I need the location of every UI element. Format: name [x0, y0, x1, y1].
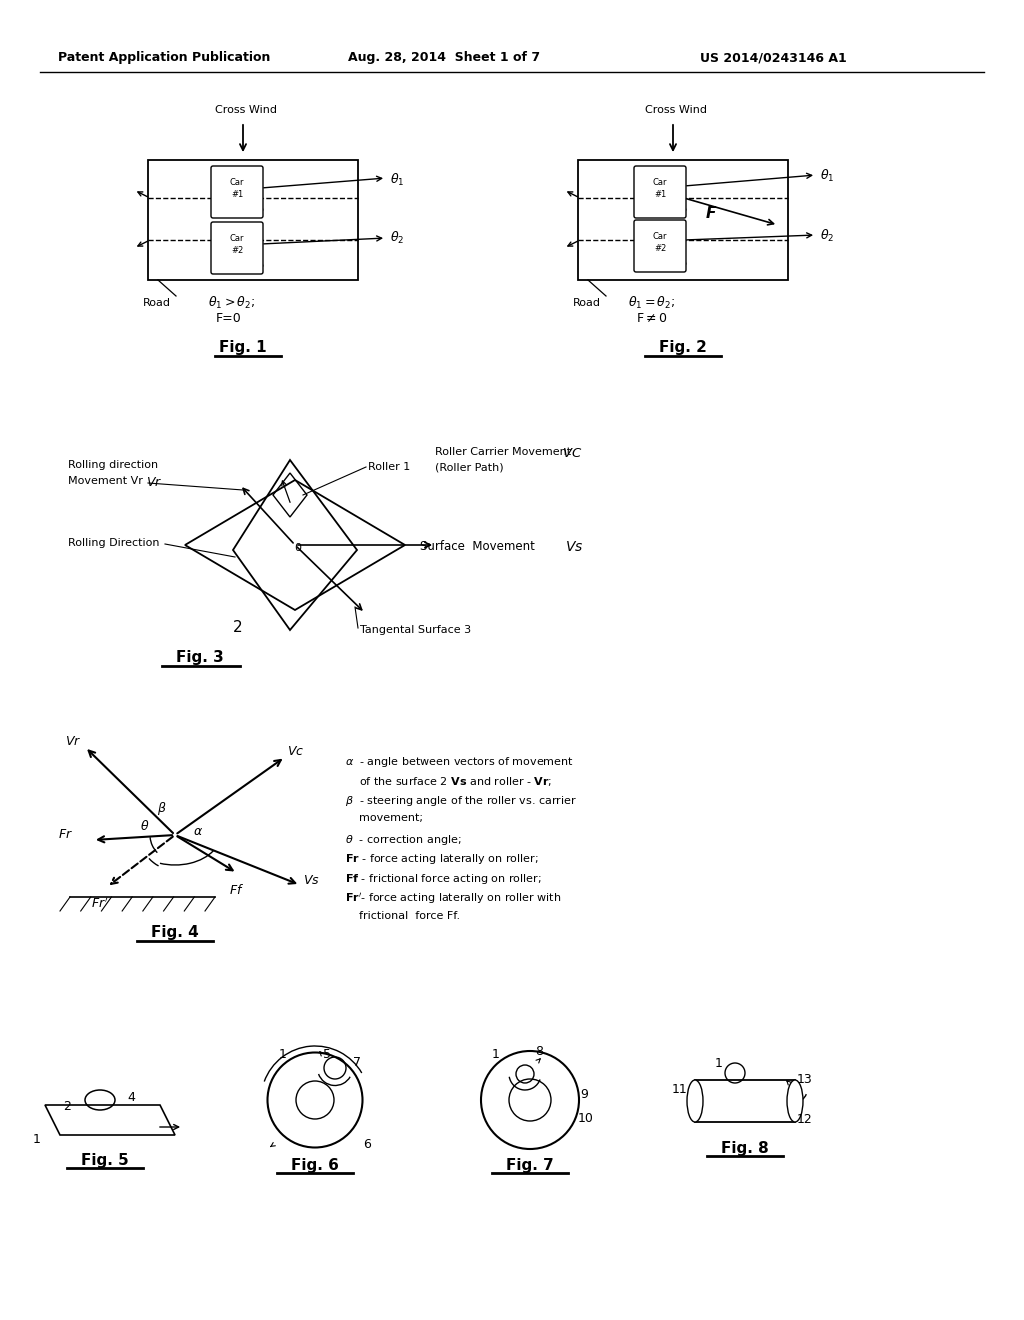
- Text: 8: 8: [535, 1045, 543, 1059]
- Text: Patent Application Publication: Patent Application Publication: [58, 51, 270, 65]
- Text: Tangental Surface 3: Tangental Surface 3: [360, 624, 471, 635]
- Text: Car: Car: [229, 234, 245, 243]
- Text: (Roller Path): (Roller Path): [435, 463, 504, 473]
- Text: $\theta_2$: $\theta_2$: [820, 228, 835, 244]
- Text: Car: Car: [652, 232, 668, 242]
- FancyBboxPatch shape: [211, 166, 263, 218]
- Text: $\mathit{Vr}$: $\mathit{Vr}$: [146, 477, 163, 488]
- Text: of the surface 2 $\mathbf{Vs}$ and roller - $\mathbf{Vr}$;: of the surface 2 $\mathbf{Vs}$ and rolle…: [345, 775, 552, 788]
- Text: $\beta$: $\beta$: [157, 800, 167, 817]
- Text: $\mathit{\beta}$  - steering angle of the roller vs. carrier: $\mathit{\beta}$ - steering angle of the…: [345, 795, 577, 808]
- Text: movement;: movement;: [345, 813, 423, 824]
- Text: $\mathit{\theta}$  - correction angle;: $\mathit{\theta}$ - correction angle;: [345, 833, 462, 847]
- Text: 2: 2: [63, 1100, 71, 1113]
- Text: $\mathit{Ff}$: $\mathit{Ff}$: [229, 883, 245, 898]
- Text: #1: #1: [230, 190, 243, 199]
- FancyBboxPatch shape: [634, 166, 686, 218]
- Text: $\mathbf{Fr}$ - force acting laterally on roller;: $\mathbf{Fr}$ - force acting laterally o…: [345, 853, 539, 866]
- Text: Car: Car: [229, 178, 245, 187]
- Text: Fig. 5: Fig. 5: [81, 1152, 129, 1168]
- Text: $\theta_2$: $\theta_2$: [390, 230, 404, 246]
- Text: 10: 10: [578, 1111, 594, 1125]
- Ellipse shape: [687, 1080, 703, 1122]
- Text: $\mathit{Vr}$: $\mathit{Vr}$: [65, 735, 81, 748]
- Text: Fig. 8: Fig. 8: [721, 1140, 769, 1156]
- Text: Car: Car: [652, 178, 668, 187]
- Text: #2: #2: [654, 244, 667, 253]
- Text: Road: Road: [143, 298, 171, 308]
- Text: $\mathbf{Fr'}$- force acting laterally on roller with: $\mathbf{Fr'}$- force acting laterally o…: [345, 891, 561, 907]
- FancyBboxPatch shape: [634, 220, 686, 272]
- Text: F: F: [706, 206, 717, 220]
- Text: Movement Vr: Movement Vr: [68, 477, 143, 486]
- Bar: [695, 1080, 795, 1122]
- Text: Roller 1: Roller 1: [368, 462, 411, 473]
- Text: Fig. 4: Fig. 4: [152, 925, 199, 940]
- Text: Fig. 7: Fig. 7: [506, 1158, 554, 1173]
- Text: $\mathit{Fr}$: $\mathit{Fr}$: [58, 829, 73, 842]
- FancyBboxPatch shape: [211, 222, 263, 275]
- Text: Cross Wind: Cross Wind: [215, 106, 278, 115]
- Text: 12: 12: [797, 1113, 813, 1126]
- Text: Cross Wind: Cross Wind: [645, 106, 707, 115]
- Text: 1: 1: [33, 1133, 41, 1146]
- Text: $\theta$: $\theta$: [140, 818, 150, 833]
- Text: 11: 11: [672, 1082, 687, 1096]
- Text: $\theta_1>\theta_2$;: $\theta_1>\theta_2$;: [208, 294, 255, 312]
- Text: Road: Road: [573, 298, 601, 308]
- Text: Surface  Movement: Surface Movement: [420, 540, 535, 553]
- Text: F=0: F=0: [216, 312, 242, 325]
- Text: 2: 2: [233, 620, 243, 635]
- Text: $\theta_1$: $\theta_1$: [390, 172, 404, 187]
- Text: frictional  force Ff.: frictional force Ff.: [345, 911, 460, 921]
- Text: $\theta_1=\theta_2$;: $\theta_1=\theta_2$;: [628, 294, 675, 312]
- Text: $\mathit{VC}$: $\mathit{VC}$: [558, 447, 583, 459]
- Text: $\mathit{Fr'}$: $\mathit{Fr'}$: [91, 898, 109, 912]
- Text: F$\neq$0: F$\neq$0: [636, 312, 668, 325]
- Text: 7: 7: [353, 1056, 361, 1069]
- Text: $\mathbf{Ff}$ - frictional force acting on roller;: $\mathbf{Ff}$ - frictional force acting …: [345, 873, 542, 886]
- Text: Fig. 2: Fig. 2: [659, 341, 707, 355]
- Text: #2: #2: [230, 246, 243, 255]
- Ellipse shape: [787, 1080, 803, 1122]
- Text: 1: 1: [280, 1048, 287, 1061]
- Text: 0: 0: [295, 543, 301, 553]
- Text: 4: 4: [127, 1092, 135, 1104]
- Text: Fig. 3: Fig. 3: [176, 649, 224, 665]
- Bar: [148, 160, 358, 280]
- Text: $\mathit{Vs}$: $\mathit{Vs}$: [303, 874, 319, 887]
- Text: #1: #1: [654, 190, 667, 199]
- Text: Rolling Direction: Rolling Direction: [68, 539, 160, 548]
- Text: 13: 13: [797, 1073, 813, 1086]
- Bar: [578, 160, 788, 280]
- Text: $\theta_1$: $\theta_1$: [820, 168, 835, 183]
- Text: Rolling direction: Rolling direction: [68, 459, 158, 470]
- Text: 1: 1: [493, 1048, 500, 1061]
- Text: $\mathit{Vs}$: $\mathit{Vs}$: [565, 540, 584, 554]
- Text: Aug. 28, 2014  Sheet 1 of 7: Aug. 28, 2014 Sheet 1 of 7: [348, 51, 540, 65]
- Text: 5: 5: [323, 1048, 331, 1061]
- Text: $\mathit{Vc}$: $\mathit{Vc}$: [287, 744, 304, 758]
- Text: Fig. 6: Fig. 6: [291, 1158, 339, 1173]
- Text: 9: 9: [580, 1088, 588, 1101]
- Text: Roller Carrier Movement: Roller Carrier Movement: [435, 447, 571, 457]
- Text: 1: 1: [715, 1057, 723, 1071]
- Text: $\mathit{\alpha}$  - angle between vectors of movement: $\mathit{\alpha}$ - angle between vector…: [345, 755, 573, 770]
- Text: $\alpha$: $\alpha$: [193, 825, 203, 838]
- Text: US 2014/0243146 A1: US 2014/0243146 A1: [700, 51, 847, 65]
- Text: Fig. 1: Fig. 1: [219, 341, 267, 355]
- Text: 6: 6: [362, 1138, 371, 1151]
